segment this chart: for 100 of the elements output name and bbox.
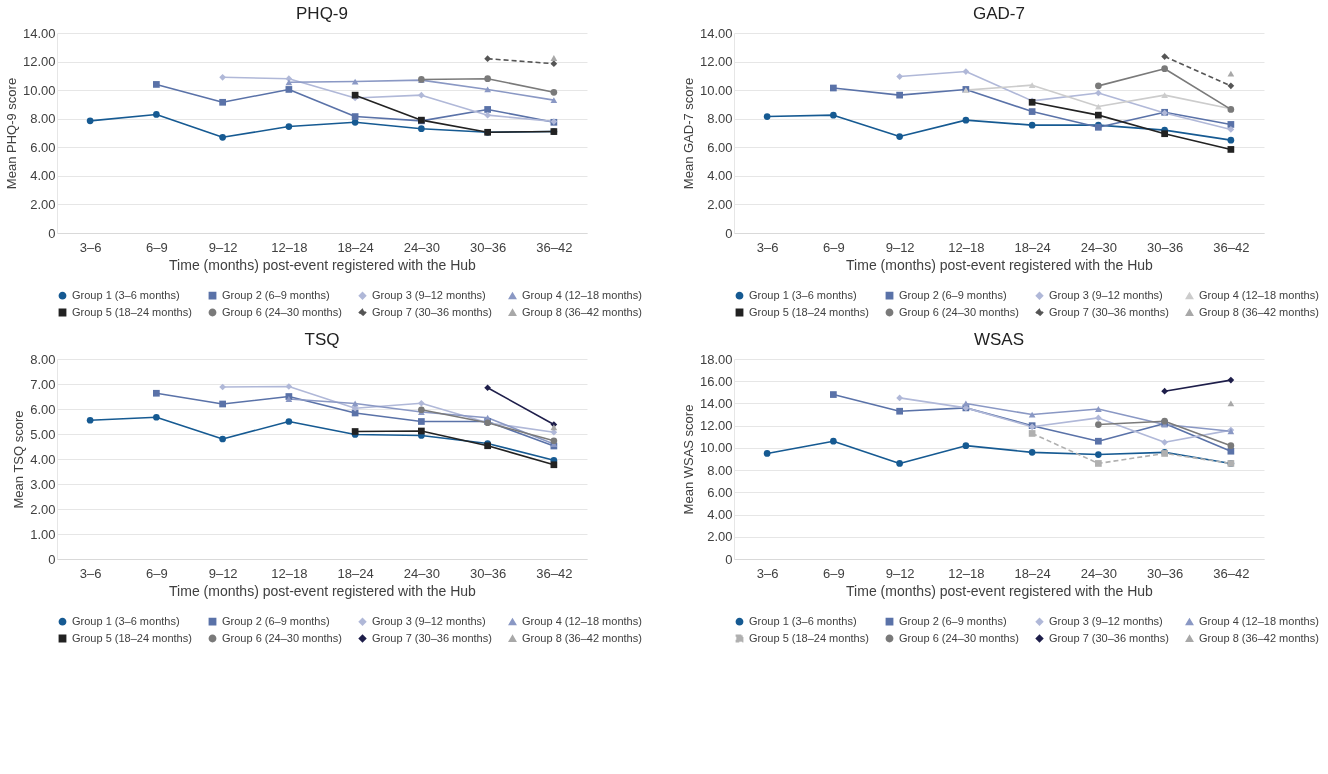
y-tick-label: 6.00 bbox=[30, 401, 56, 417]
x-tick-label: 3–6 bbox=[79, 565, 102, 581]
legend-label: Group 5 (18–24 months) bbox=[749, 631, 869, 644]
legend-label: Group 1 (3–6 months) bbox=[72, 614, 180, 627]
legend-label: Group 5 (18–24 months) bbox=[749, 305, 869, 318]
x-tick-label: 12–18 bbox=[948, 565, 985, 581]
y-tick-label: 2.00 bbox=[707, 196, 733, 212]
y-tick-label: 14.00 bbox=[22, 25, 56, 41]
y-tick-label: 5.00 bbox=[30, 426, 56, 442]
chart-title: TSQ bbox=[304, 330, 340, 349]
legend-label: Group 4 (12–18 months) bbox=[522, 614, 642, 627]
y-axis-title: Mean GAD-7 score bbox=[680, 77, 696, 190]
legend-label: Group 7 (30–36 months) bbox=[372, 305, 492, 318]
x-tick-label: 36–42 bbox=[536, 565, 573, 581]
y-tick-label: 6.00 bbox=[707, 484, 733, 500]
x-tick-label: 12–18 bbox=[271, 565, 308, 581]
legend-label: Group 7 (30–36 months) bbox=[1049, 631, 1169, 644]
x-tick-label: 18–24 bbox=[337, 239, 374, 255]
x-tick-label: 9–12 bbox=[208, 239, 238, 255]
y-tick-label: 0 bbox=[725, 225, 733, 241]
chart-title: PHQ-9 bbox=[296, 4, 348, 23]
y-tick-label: 1.00 bbox=[30, 526, 56, 542]
chart-title: GAD-7 bbox=[973, 4, 1025, 23]
y-tick-label: 8.00 bbox=[30, 351, 56, 367]
y-tick-label: 2.00 bbox=[30, 501, 56, 517]
y-tick-label: 8.00 bbox=[30, 111, 56, 127]
legend-label: Group 8 (36–42 months) bbox=[522, 305, 642, 318]
y-tick-label: 10.00 bbox=[699, 440, 733, 456]
x-tick-label: 3–6 bbox=[756, 565, 779, 581]
x-tick-label: 9–12 bbox=[885, 239, 915, 255]
legend-label: Group 1 (3–6 months) bbox=[749, 614, 857, 627]
x-tick-label: 36–42 bbox=[536, 239, 573, 255]
y-tick-label: 8.00 bbox=[707, 111, 733, 127]
x-tick-label: 3–6 bbox=[79, 239, 102, 255]
x-tick-label: 6–9 bbox=[823, 239, 845, 255]
y-tick-label: 2.00 bbox=[30, 196, 56, 212]
x-tick-label: 24–30 bbox=[1080, 239, 1117, 255]
y-tick-label: 4.00 bbox=[707, 168, 733, 184]
x-tick-label: 18–24 bbox=[337, 565, 374, 581]
legend-label: Group 6 (24–30 months) bbox=[899, 631, 1019, 644]
y-tick-label: 10.00 bbox=[22, 82, 56, 98]
y-axis-title: Mean TSQ score bbox=[11, 410, 27, 509]
legend-label: Group 4 (12–18 months) bbox=[1199, 614, 1319, 627]
legend-label: Group 2 (6–9 months) bbox=[899, 288, 1007, 301]
y-axis-title: Mean PHQ-9 score bbox=[3, 77, 19, 190]
x-tick-label: 9–12 bbox=[885, 565, 915, 581]
legend-label: Group 2 (6–9 months) bbox=[222, 614, 330, 627]
legend-label: Group 2 (6–9 months) bbox=[222, 288, 330, 301]
legend-label: Group 2 (6–9 months) bbox=[899, 614, 1007, 627]
legend-label: Group 3 (9–12 months) bbox=[1049, 288, 1163, 301]
legend-label: Group 8 (36–42 months) bbox=[1199, 305, 1319, 318]
y-tick-label: 14.00 bbox=[699, 395, 733, 411]
y-tick-label: 12.00 bbox=[22, 54, 56, 70]
legend-label: Group 3 (9–12 months) bbox=[372, 614, 486, 627]
y-tick-label: 2.00 bbox=[707, 529, 733, 545]
legend-label: Group 7 (30–36 months) bbox=[372, 631, 492, 644]
x-axis-title: Time (months) post-event registered with the Hub bbox=[169, 582, 477, 599]
x-tick-label: 24–30 bbox=[403, 239, 440, 255]
x-tick-label: 30–36 bbox=[470, 239, 507, 255]
y-tick-label: 4.00 bbox=[30, 168, 56, 184]
y-tick-label: 14.00 bbox=[699, 25, 733, 41]
legend-label: Group 5 (18–24 months) bbox=[72, 631, 192, 644]
x-tick-label: 24–30 bbox=[1080, 565, 1117, 581]
y-tick-label: 7.00 bbox=[30, 376, 56, 392]
x-tick-label: 6–9 bbox=[146, 565, 168, 581]
legend-label: Group 6 (24–30 months) bbox=[222, 305, 342, 318]
x-axis-title: Time (months) post-event registered with the Hub bbox=[846, 256, 1154, 273]
y-tick-label: 18.00 bbox=[699, 351, 733, 367]
x-tick-label: 6–9 bbox=[823, 565, 845, 581]
y-tick-label: 4.00 bbox=[707, 507, 733, 523]
chart-title: WSAS bbox=[973, 330, 1025, 349]
y-tick-label: 10.00 bbox=[699, 82, 733, 98]
x-tick-label: 30–36 bbox=[1147, 565, 1184, 581]
legend-label: Group 4 (12–18 months) bbox=[522, 288, 642, 301]
legend-label: Group 1 (3–6 months) bbox=[749, 288, 857, 301]
x-tick-label: 18–24 bbox=[1014, 239, 1051, 255]
legend-label: Group 8 (36–42 months) bbox=[1199, 631, 1319, 644]
y-tick-label: 12.00 bbox=[699, 418, 733, 434]
x-axis-title: Time (months) post-event registered with the Hub bbox=[169, 256, 477, 273]
legend-label: Group 4 (12–18 months) bbox=[1199, 288, 1319, 301]
x-tick-label: 12–18 bbox=[948, 239, 985, 255]
legend-label: Group 3 (9–12 months) bbox=[372, 288, 486, 301]
y-tick-label: 4.00 bbox=[30, 451, 56, 467]
legend-label: Group 8 (36–42 months) bbox=[522, 631, 642, 644]
x-tick-label: 30–36 bbox=[1147, 239, 1184, 255]
x-tick-label: 24–30 bbox=[403, 565, 440, 581]
legend-label: Group 5 (18–24 months) bbox=[72, 305, 192, 318]
y-tick-label: 0 bbox=[725, 551, 733, 567]
legend-label: Group 6 (24–30 months) bbox=[222, 631, 342, 644]
y-tick-label: 16.00 bbox=[699, 373, 733, 389]
y-tick-label: 6.00 bbox=[707, 139, 733, 155]
y-tick-label: 8.00 bbox=[707, 462, 733, 478]
y-tick-label: 3.00 bbox=[30, 476, 56, 492]
legend-label: Group 3 (9–12 months) bbox=[1049, 614, 1163, 627]
x-tick-label: 6–9 bbox=[146, 239, 168, 255]
legend-label: Group 1 (3–6 months) bbox=[72, 288, 180, 301]
x-tick-label: 9–12 bbox=[208, 565, 238, 581]
x-axis-title: Time (months) post-event registered with the Hub bbox=[846, 582, 1154, 599]
legend-label: Group 6 (24–30 months) bbox=[899, 305, 1019, 318]
y-tick-label: 6.00 bbox=[30, 139, 56, 155]
